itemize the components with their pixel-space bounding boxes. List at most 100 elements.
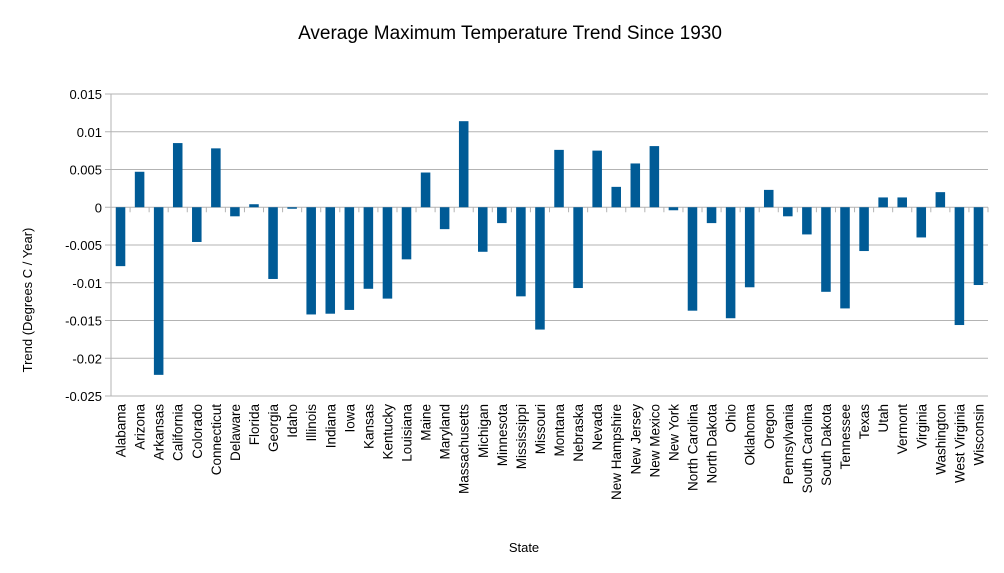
x-tick-label: Tennessee <box>838 404 853 469</box>
x-tick-label: Mississippi <box>514 404 529 469</box>
x-tick-label: Ohio <box>724 404 739 433</box>
x-tick-label: Washington <box>933 404 948 475</box>
x-tick-label: Louisiana <box>400 404 415 462</box>
bar <box>592 150 602 208</box>
bar <box>630 163 641 208</box>
bar <box>153 207 164 375</box>
x-tick-label: South Dakota <box>819 404 834 486</box>
x-tick-label: Arkansas <box>152 404 167 461</box>
x-tick-label: Georgia <box>266 404 281 453</box>
bar <box>382 207 393 299</box>
bar <box>535 207 545 330</box>
x-tick-label: North Carolina <box>685 404 700 492</box>
x-tick-label: Oklahoma <box>743 404 758 466</box>
bar <box>306 207 316 315</box>
x-tick-label: Vermont <box>895 404 910 455</box>
bar <box>249 204 259 208</box>
bar <box>211 148 221 208</box>
y-tick-label: 0.015 <box>69 87 102 102</box>
x-tick-label: Kansas <box>361 404 376 449</box>
bar <box>230 207 240 217</box>
x-tick-label: New Jersey <box>628 404 643 475</box>
x-tick-label: Nevada <box>590 404 605 451</box>
x-tick-label: Texas <box>857 404 872 440</box>
bar <box>935 192 946 208</box>
bar <box>363 207 374 289</box>
x-tick-label: Missouri <box>533 404 548 454</box>
bar <box>744 207 755 288</box>
bar <box>172 143 183 208</box>
gridlines <box>105 93 989 397</box>
bar <box>783 207 793 217</box>
x-tick-label: New Mexico <box>647 404 662 478</box>
x-tick-label: North Dakota <box>705 404 720 484</box>
x-tick-label: Florida <box>247 404 262 446</box>
bar <box>611 186 621 208</box>
x-tick-label: Connecticut <box>209 404 224 476</box>
bar <box>573 207 583 289</box>
bar <box>954 207 965 326</box>
x-tick-label: Minnesota <box>495 404 510 467</box>
x-tick-label: Montana <box>552 404 567 457</box>
bar <box>649 146 660 208</box>
bar <box>420 172 431 208</box>
x-tick-label: West Virginia <box>952 404 967 484</box>
bar <box>439 207 450 230</box>
y-axis-ticks: 0.015 0.01 0.005 0 -0.005 -0.01 -0.015 -0.02 -0.… <box>65 87 102 404</box>
y-tick-label: -0.015 <box>65 314 102 329</box>
bar <box>325 207 336 314</box>
bar <box>706 207 717 224</box>
x-tick-label: Idaho <box>285 404 300 438</box>
bar <box>897 197 907 208</box>
y-tick-label: 0 <box>95 200 102 215</box>
y-tick-label: -0.02 <box>72 351 102 366</box>
y-tick-label: 0.005 <box>69 163 102 178</box>
bar <box>134 171 145 208</box>
bar <box>192 207 202 242</box>
x-tick-label: Maine <box>419 404 434 441</box>
bar <box>802 207 812 235</box>
x-axis-label: State <box>509 540 539 555</box>
bar <box>668 207 679 211</box>
x-tick-label: Michigan <box>476 404 491 458</box>
bar <box>458 121 469 208</box>
bar <box>287 207 297 209</box>
bar <box>916 207 927 238</box>
bar <box>821 207 831 292</box>
x-tick-label: Iowa <box>342 404 357 433</box>
x-tick-label: Maryland <box>438 404 453 460</box>
x-tick-label: Wisconsin <box>971 404 986 466</box>
x-tick-label: Utah <box>876 404 891 433</box>
x-tick-label: Arizona <box>133 404 148 450</box>
y-tick-label: -0.01 <box>72 276 102 291</box>
bar <box>859 207 869 252</box>
x-tick-label: Colorado <box>190 404 205 459</box>
x-tick-label: Pennsylvania <box>781 404 796 485</box>
chart-title: Average Maximum Temperature Trend Since … <box>298 23 722 44</box>
bar <box>115 207 126 267</box>
x-tick-label: Alabama <box>114 404 129 458</box>
y-axis-label: Trend (Degrees C / Year) <box>20 228 35 373</box>
bar <box>554 149 564 208</box>
bar <box>401 207 412 260</box>
y-tick-label: -0.005 <box>65 238 102 253</box>
y-tick-label: -0.025 <box>65 389 102 404</box>
bar <box>268 207 278 279</box>
bar <box>973 207 984 286</box>
y-tick-label: 0.01 <box>77 125 102 140</box>
bar <box>478 207 488 252</box>
x-axis-ticks: Alabama Arizona Arkansas California Colorado… <box>114 404 987 501</box>
x-tick-label: Nebraska <box>571 404 586 462</box>
bar <box>687 207 698 311</box>
x-tick-label: Indiana <box>323 404 338 449</box>
x-tick-label: Virginia <box>914 404 929 449</box>
x-tick-label: Massachusetts <box>457 404 472 494</box>
x-tick-label: New Hampshire <box>609 404 624 500</box>
x-tick-label: Oregon <box>762 404 777 449</box>
bar <box>516 207 526 297</box>
bar <box>344 207 355 310</box>
x-tick-label: Illinois <box>304 404 319 442</box>
bar <box>840 207 850 309</box>
x-tick-label: California <box>171 404 186 462</box>
